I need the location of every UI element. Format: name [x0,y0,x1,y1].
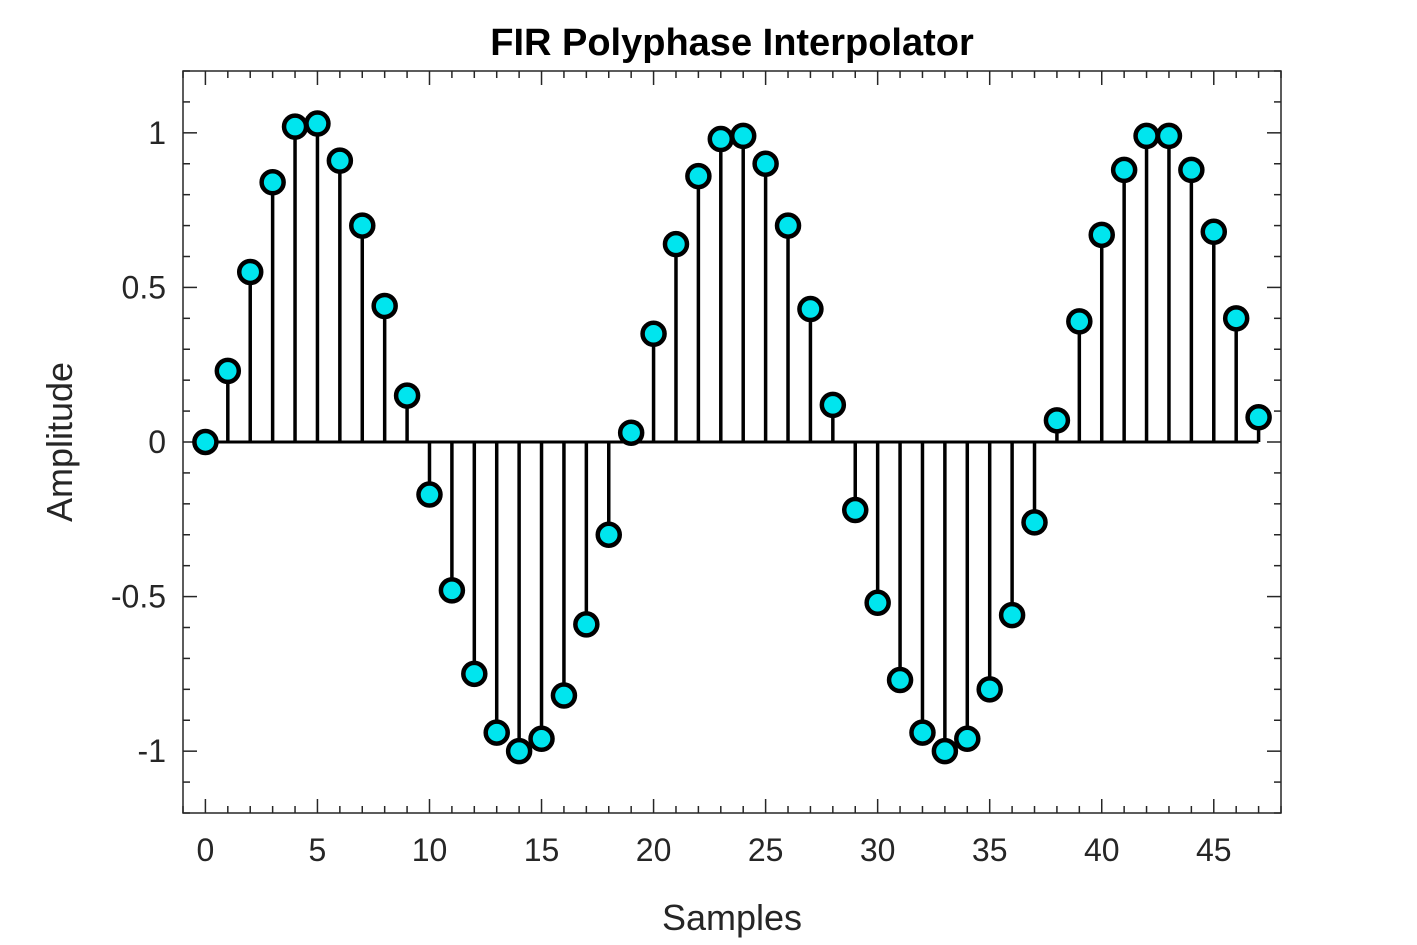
y-tick-label: -0.5 [111,579,166,615]
stem-marker [281,113,309,140]
x-tick-label: 25 [748,832,784,868]
stem-marker [685,162,712,190]
stem-marker [483,719,510,746]
stem-marker [550,682,578,709]
x-tick-label: 20 [636,832,672,868]
stem-marker [1222,305,1250,332]
stem-marker [640,320,667,348]
y-tick-label: 0 [148,424,166,460]
stem-marker [909,719,936,746]
stem-marker [819,391,847,419]
stem-marker [662,230,690,258]
stem-marker [1088,221,1115,249]
stem-marker [797,295,824,323]
stem-marker [236,258,264,286]
y-axis-label: Amplitude [39,362,80,522]
stem-marker [954,725,981,753]
stem-marker [393,382,421,409]
stem-marker [774,212,802,239]
stem-marker [1245,404,1272,431]
y-tick-label: -1 [138,733,166,769]
stem-marker [416,481,443,508]
stem-marker [1110,156,1138,184]
stem-marker [214,357,242,385]
stem-marker [931,737,959,765]
x-tick-label: 10 [412,832,448,868]
x-axis-label: Samples [662,897,802,938]
stem-marker [528,725,555,753]
y-tick-label: 1 [148,115,166,151]
stem-marker [729,122,757,150]
stem-marker [326,147,354,174]
stem-marker [259,169,286,196]
x-tick-label: 30 [860,832,896,868]
tick-marks [182,70,1282,814]
stem-marker [707,125,735,153]
stem-marker [1043,407,1071,434]
x-tick-label: 15 [524,832,560,868]
chart-title: FIR Polyphase Interpolator [490,22,974,64]
x-tick-label: 45 [1196,832,1232,868]
x-tick-label: 35 [972,832,1008,868]
stem-marker [1200,218,1228,246]
stem-marker [998,601,1026,629]
stem-marker [461,660,488,688]
y-tick-label: 0.5 [122,269,166,305]
stem-marker [1155,122,1183,150]
x-tick-label: 5 [309,832,327,868]
stem-marker [595,521,623,548]
stem-marker [752,150,779,177]
stem-series [192,110,1272,765]
stem-marker [505,737,533,765]
stem-marker [864,589,891,617]
tick-labels: 0 5 10 15 20 25 30 35 40 45 -1 -0.5 0 0.5 1 [111,115,1232,868]
stem-marker [371,292,398,320]
stem-marker [1178,156,1205,184]
stem-marker [886,666,914,694]
x-tick-label: 0 [197,832,215,868]
stem-marker [1021,509,1048,536]
stem-marker [349,212,376,239]
stem-marker [438,577,466,604]
stem-marker [1133,122,1160,150]
x-tick-label: 40 [1084,832,1120,868]
stem-marker [304,110,331,137]
stem-marker [1066,308,1093,335]
stem-marker [976,676,1003,703]
stem-marker [841,496,869,524]
stem-marker [573,611,600,638]
stem-marker [192,428,219,456]
stem-marker [617,419,645,446]
